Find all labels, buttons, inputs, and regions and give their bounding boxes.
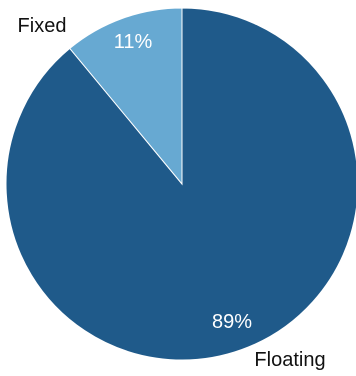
- pie-slice-fixed: [69, 7, 183, 186]
- pie-slices: [5, 7, 356, 361]
- pie-slice-floating: [5, 7, 356, 361]
- pie-labels: 89%Floating 11% Fixed: [18, 15, 326, 371]
- category-label-fixed: Fixed: [18, 15, 67, 37]
- category-label-floating: Floating: [254, 349, 325, 371]
- data-label-floating: 89%: [212, 311, 252, 333]
- data-label-fixed: 11%: [114, 31, 153, 53]
